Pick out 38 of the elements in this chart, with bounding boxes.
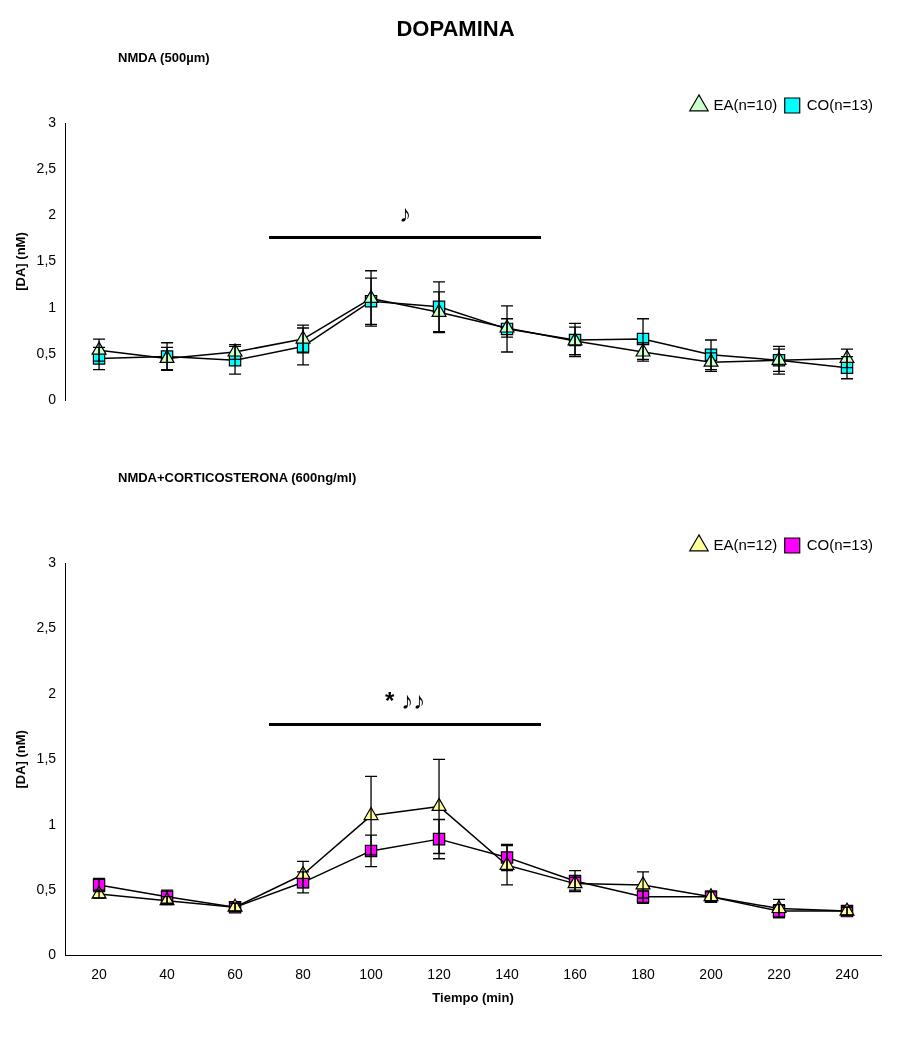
- y-tick-label: 2,5: [36, 160, 57, 177]
- x-tick-label: 160: [563, 965, 587, 982]
- annotation: ♪: [398, 199, 412, 228]
- x-tick-label: 80: [295, 965, 312, 982]
- legend-label: CO(n=13): [806, 95, 873, 113]
- chart-title: NMDA+CORTICOSTERONA (600ng/ml): [118, 470, 357, 485]
- x-tick-label: 20: [91, 965, 108, 982]
- y-tick-label: 1,5: [36, 252, 57, 269]
- y-tick-label: 0: [48, 946, 57, 963]
- y-tick-label: 0: [48, 390, 57, 407]
- legend-label: EA(n=12): [713, 535, 778, 553]
- x-tick-label: 220: [767, 965, 791, 982]
- y-tick-label: 0,5: [36, 344, 57, 361]
- y-axis-title: [DA] (nM): [13, 232, 29, 291]
- y-tick-label: 1: [48, 815, 57, 832]
- x-tick-label: 140: [495, 965, 519, 982]
- y-tick-label: 1: [48, 298, 57, 315]
- chart-subtitle: NMDA (500µm): [118, 50, 210, 65]
- x-tick-label: 240: [835, 965, 859, 982]
- y-tick-label: 2,5: [36, 619, 57, 636]
- y-tick-label: 0,5: [36, 881, 57, 898]
- annotation: * ♪♪: [384, 686, 426, 715]
- y-axis-title: [DA] (nM): [13, 730, 29, 789]
- chart-title: DOPAMINA: [395, 16, 516, 42]
- x-axis-title: Tiempo (min): [432, 989, 514, 1005]
- x-tick-label: 180: [631, 965, 655, 982]
- legend-label: EA(n=10): [713, 95, 778, 113]
- x-tick-label: 200: [699, 965, 723, 982]
- y-tick-label: 1,5: [36, 750, 57, 767]
- y-tick-label: 2: [48, 206, 57, 223]
- legend-label: CO(n=13): [806, 535, 873, 553]
- y-tick-label: 3: [48, 113, 57, 130]
- x-tick-label: 40: [159, 965, 176, 982]
- x-tick-label: 100: [359, 965, 383, 982]
- y-tick-label: 2: [48, 684, 57, 701]
- x-tick-label: 120: [427, 965, 451, 982]
- y-tick-label: 3: [48, 553, 57, 570]
- x-tick-label: 60: [227, 965, 244, 982]
